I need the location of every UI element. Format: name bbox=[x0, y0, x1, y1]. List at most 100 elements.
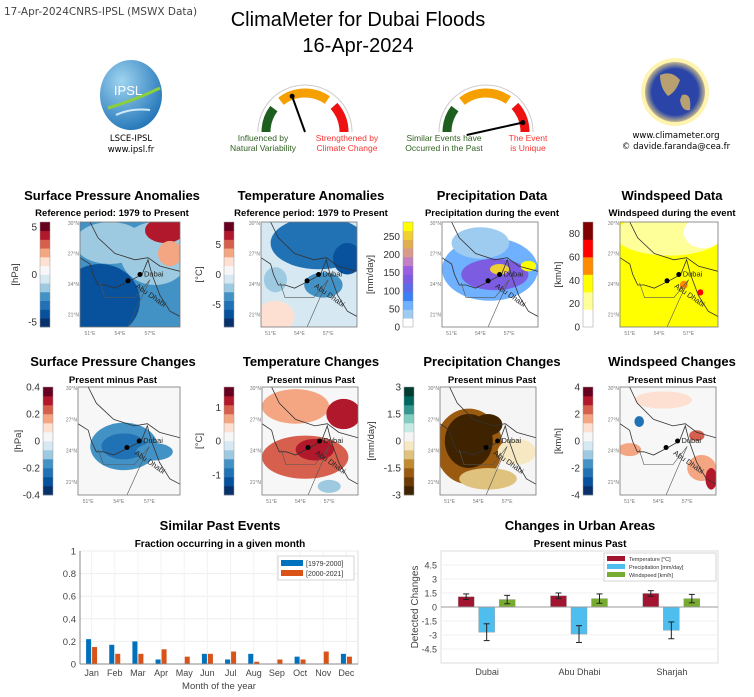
bar bbox=[340, 653, 346, 664]
colorbar-unit-label: [hPa] bbox=[10, 263, 21, 285]
y-tick-label: 0.2 bbox=[63, 637, 76, 648]
colorbar-tick-label: 4 bbox=[574, 383, 580, 394]
colorbar-tick-label: 60 bbox=[569, 253, 581, 264]
y-tick-label: -1.5 bbox=[421, 617, 437, 627]
lon-tick-label: 51°E bbox=[624, 331, 636, 337]
lon-tick-label: 54°E bbox=[113, 499, 125, 505]
map-panel: Windspeed Changes Present minus Past -4 -2 0… bbox=[553, 354, 736, 505]
gauge-segment bbox=[442, 105, 459, 133]
colorbar-swatch bbox=[224, 292, 234, 302]
colorbar-tick-label: 50 bbox=[389, 304, 401, 315]
panel-subtitle: Present minus Past bbox=[628, 375, 717, 386]
map-panel: Windspeed Data Windspeed during the event… bbox=[553, 188, 736, 337]
lat-tick-label: 27°N bbox=[66, 417, 78, 423]
colorbar-swatch bbox=[224, 396, 234, 406]
x-tick-label: Mar bbox=[130, 668, 146, 678]
legend-swatch bbox=[607, 564, 625, 569]
colorbar-tick-label: 0 bbox=[34, 437, 40, 448]
lat-tick-label: 30°N bbox=[428, 386, 440, 392]
lat-tick-label: 27°N bbox=[250, 417, 262, 423]
lat-tick-label: 21°N bbox=[430, 312, 442, 318]
lat-tick-label: 24°N bbox=[66, 449, 78, 455]
bar bbox=[115, 653, 121, 664]
city-marker-abu-dhabi bbox=[124, 444, 130, 450]
city-label: Dubai bbox=[501, 436, 521, 445]
lon-tick-label: 57°E bbox=[145, 331, 157, 337]
colorbar-tick-label: -1 bbox=[212, 470, 221, 481]
colorbar-frame bbox=[403, 386, 415, 496]
bar bbox=[155, 659, 161, 664]
legend-swatch bbox=[281, 570, 303, 576]
x-axis-label: Month of the year bbox=[182, 681, 256, 692]
left-logo-line1: LSCE-IPSL bbox=[110, 134, 153, 144]
city-marker-dubai bbox=[497, 272, 503, 277]
x-tick-label: Sharjah bbox=[656, 667, 687, 677]
colorbar-swatch bbox=[43, 387, 53, 397]
city-marker-abu-dhabi bbox=[485, 278, 491, 284]
lon-tick-label: 57°E bbox=[502, 499, 514, 505]
figure-title: ClimaMeter for Dubai Floods bbox=[231, 9, 486, 31]
map-frame bbox=[619, 221, 719, 328]
figure-date: 16-Apr-2024 bbox=[302, 35, 413, 57]
gauge-needle bbox=[291, 95, 306, 133]
lat-tick-label: 30°N bbox=[608, 386, 620, 392]
city-marker-abu-dhabi bbox=[125, 278, 131, 284]
colorbar-swatch bbox=[224, 283, 234, 293]
bar bbox=[184, 656, 190, 664]
map-panel: Temperature Anomalies Reference period: 1… bbox=[194, 188, 389, 337]
colorbar-swatch bbox=[583, 292, 593, 310]
bar bbox=[86, 639, 92, 664]
map-frame bbox=[439, 386, 537, 496]
colorbar-swatch bbox=[403, 265, 413, 275]
map-panel: Precipitation Changes Present minus Past -… bbox=[366, 354, 561, 505]
colorbar-tick-label: -5 bbox=[28, 318, 37, 329]
country-border bbox=[99, 279, 151, 327]
x-tick-label: Abu Dhabi bbox=[558, 667, 600, 677]
gauge-segment bbox=[261, 105, 278, 133]
bar bbox=[132, 641, 138, 664]
lat-tick-label: 21°N bbox=[68, 312, 80, 318]
map-field-region bbox=[262, 389, 330, 424]
lon-tick-label: 54°E bbox=[654, 331, 666, 337]
chart-subtitle: Fraction occurring in a given month bbox=[135, 539, 306, 550]
bar bbox=[225, 659, 231, 664]
colorbar-swatch bbox=[583, 450, 593, 460]
panel-subtitle: Reference period: 1979 to Present bbox=[35, 208, 189, 219]
lon-tick-label: 51°E bbox=[85, 331, 97, 337]
colorbar-swatch bbox=[224, 230, 234, 240]
colorbar-swatch bbox=[404, 450, 414, 460]
legend-swatch bbox=[607, 556, 625, 561]
panel-title: Precipitation Changes bbox=[423, 354, 560, 369]
map-frame bbox=[260, 221, 358, 328]
map-frame bbox=[77, 386, 181, 496]
colorbar-frame bbox=[582, 386, 594, 496]
colorbar-tick-label: 80 bbox=[569, 229, 581, 240]
city-label: Dubai bbox=[144, 270, 164, 279]
colorbar-swatch bbox=[404, 441, 414, 451]
map-field-region bbox=[451, 227, 510, 259]
lat-tick-label: 27°N bbox=[249, 251, 261, 257]
colorbar-frame bbox=[39, 221, 51, 328]
city-marker-abu-dhabi bbox=[483, 444, 489, 450]
city-marker-dubai bbox=[495, 438, 501, 444]
lat-tick-label: 21°N bbox=[250, 480, 262, 486]
colorbar-unit-label: [°C] bbox=[194, 267, 205, 283]
map-field-region bbox=[80, 264, 140, 327]
bar bbox=[323, 651, 329, 664]
colorbar-tick-label: 0 bbox=[574, 437, 580, 448]
map-field-region bbox=[461, 258, 529, 291]
legend-label: Precipitation [mm/day] bbox=[629, 565, 684, 571]
panel-title: Temperature Anomalies bbox=[238, 188, 385, 203]
colorbar-tick-label: -1.5 bbox=[384, 464, 402, 475]
lat-tick-label: 30°N bbox=[68, 221, 80, 227]
panel-title: Windspeed Data bbox=[621, 188, 723, 203]
colorbar-swatch bbox=[43, 450, 53, 460]
urban-changes-chart: Changes in Urban Areas Present minus Past… bbox=[410, 518, 719, 677]
colorbar-tick-label: 150 bbox=[383, 268, 400, 279]
panel-subtitle: Present minus Past bbox=[448, 375, 537, 386]
colorbar-swatch bbox=[40, 274, 50, 284]
colorbar-swatch bbox=[224, 405, 234, 415]
colorbar-swatch bbox=[224, 432, 234, 442]
panel-subtitle: Precipitation during the event bbox=[425, 208, 560, 219]
